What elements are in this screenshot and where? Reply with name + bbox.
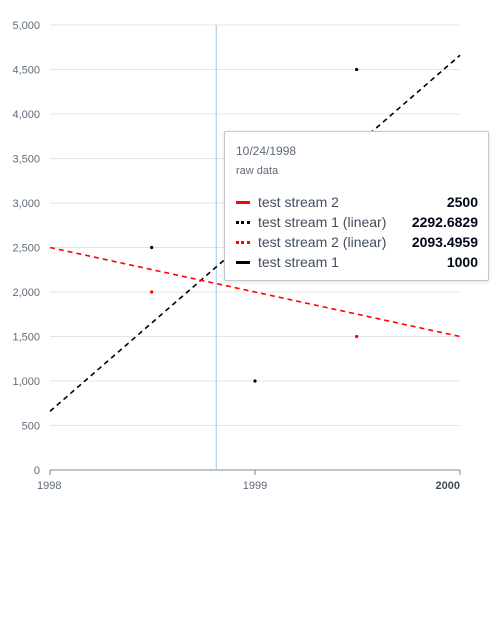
data-point xyxy=(253,379,257,383)
data-point xyxy=(150,245,154,250)
tooltip-series-name: test stream 1 (linear) xyxy=(258,214,387,230)
y-tick-label: 3,500 xyxy=(12,154,40,166)
tooltip-series-value: 1000 xyxy=(446,254,478,270)
tooltip-subtitle: raw data xyxy=(236,165,279,177)
y-tick-label: 4,000 xyxy=(12,109,40,121)
y-tick-label: 2,500 xyxy=(12,243,40,255)
y-tick-label: 1,500 xyxy=(12,332,40,344)
series-swatch xyxy=(236,240,250,244)
tooltip-series-value: 2500 xyxy=(446,194,478,210)
y-tick-label: 0 xyxy=(34,465,40,477)
data-point xyxy=(355,67,359,72)
y-tick-label: 5,000 xyxy=(12,20,40,32)
tooltip-series-value: 2292.6829 xyxy=(411,214,478,230)
y-tick-label: 3,000 xyxy=(12,198,40,210)
tooltip-series-name: test stream 2 xyxy=(258,194,339,210)
tooltip-row: test stream 1 (linear) 2292.6829 xyxy=(236,212,478,232)
tooltip-series-name: test stream 2 (linear) xyxy=(258,234,387,250)
tooltip-rows: test stream 2 2500 test stream 1 (linear) 2… xyxy=(236,192,478,272)
y-tick-label: 500 xyxy=(22,421,40,433)
tooltip-series-name: test stream 1 xyxy=(258,254,339,270)
x-tick-label: 1999 xyxy=(243,480,267,492)
y-axis: 0 500 1,000 1,500 2,000 2,500 3,000 3,500 4,000 4… xyxy=(12,20,40,477)
tooltip-series-value: 2093.4959 xyxy=(411,234,478,250)
x-tick-label: 1998 xyxy=(37,480,61,492)
tooltip-row: test stream 2 (linear) 2093.4959 xyxy=(236,232,478,252)
y-tick-label: 1,000 xyxy=(12,376,40,388)
data-point xyxy=(355,334,359,339)
series-swatch xyxy=(236,260,250,264)
tooltip-row: test stream 1 1000 xyxy=(236,252,478,272)
trendline xyxy=(49,246,461,338)
y-tick-label: 2,000 xyxy=(12,287,40,299)
tooltip-row: test stream 2 2500 xyxy=(236,192,478,212)
tooltip: 10/24/1998 raw data test stream 2 2500 tes… xyxy=(224,131,489,281)
x-tick-label: 2000 xyxy=(436,480,460,492)
series-swatch xyxy=(236,200,250,204)
y-tick-label: 4,500 xyxy=(12,65,40,77)
x-axis: 1998 1999 2000 xyxy=(37,470,461,492)
tooltip-date: 10/24/1998 xyxy=(236,144,297,158)
series-swatch xyxy=(236,220,250,224)
data-point xyxy=(150,290,154,294)
